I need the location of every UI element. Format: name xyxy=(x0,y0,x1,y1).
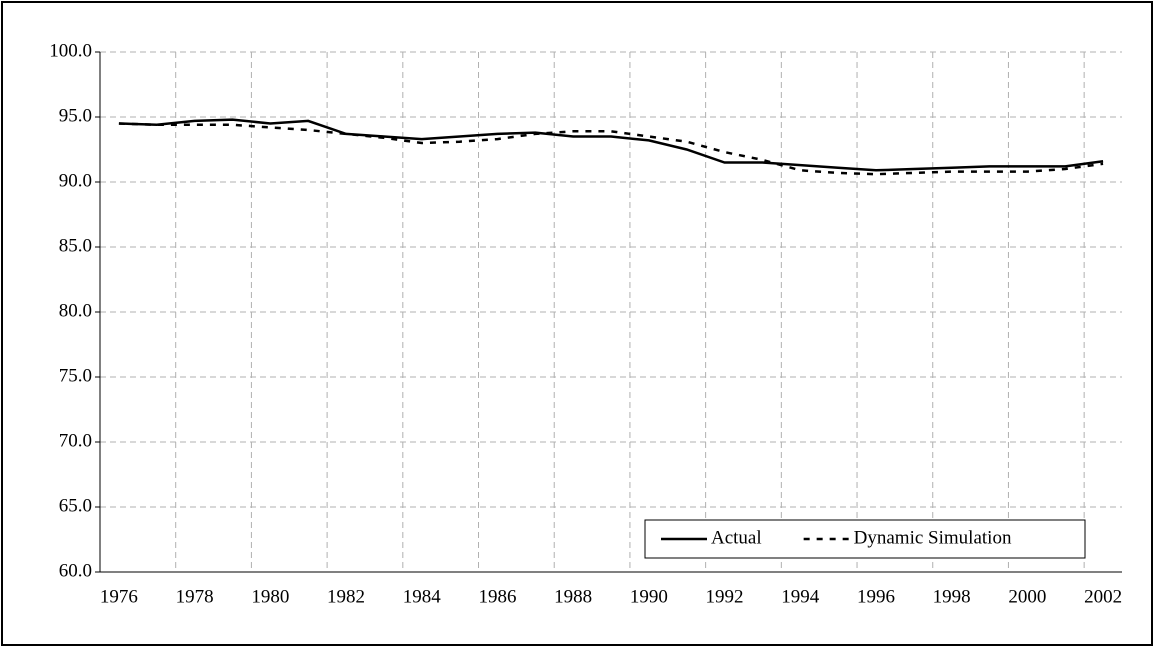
x-tick-label: 1992 xyxy=(706,586,744,607)
x-tick-label: 1994 xyxy=(781,586,820,607)
x-tick-label: 1980 xyxy=(251,586,289,607)
x-tick-label: 1988 xyxy=(554,586,592,607)
y-tick-label: 80.0 xyxy=(59,300,92,321)
x-tick-label: 1996 xyxy=(857,586,895,607)
x-tick-label: 1978 xyxy=(176,586,214,607)
x-tick-label: 2002 xyxy=(1084,586,1122,607)
legend-label: Actual xyxy=(711,527,762,548)
y-tick-label: 90.0 xyxy=(59,170,92,191)
y-tick-label: 75.0 xyxy=(59,365,92,386)
legend-box xyxy=(644,519,1086,559)
y-tick-label: 100.0 xyxy=(49,40,92,61)
x-tick-label: 2000 xyxy=(1008,586,1046,607)
x-tick-label: 1976 xyxy=(100,586,138,607)
x-tick-label: 1998 xyxy=(933,586,971,607)
y-tick-label: 70.0 xyxy=(59,430,92,451)
y-tick-label: 65.0 xyxy=(59,495,92,516)
legend-label: Dynamic Simulation xyxy=(854,527,1012,548)
data-line xyxy=(118,118,1104,172)
x-tick-label: 1990 xyxy=(630,586,668,607)
x-tick-label: 1986 xyxy=(478,586,516,607)
y-tick-label: 60.0 xyxy=(59,560,92,581)
x-tick-label: 1984 xyxy=(403,586,442,607)
y-tick-label: 85.0 xyxy=(59,235,92,256)
x-tick-label: 1982 xyxy=(327,586,365,607)
y-tick-label: 95.0 xyxy=(59,105,92,126)
